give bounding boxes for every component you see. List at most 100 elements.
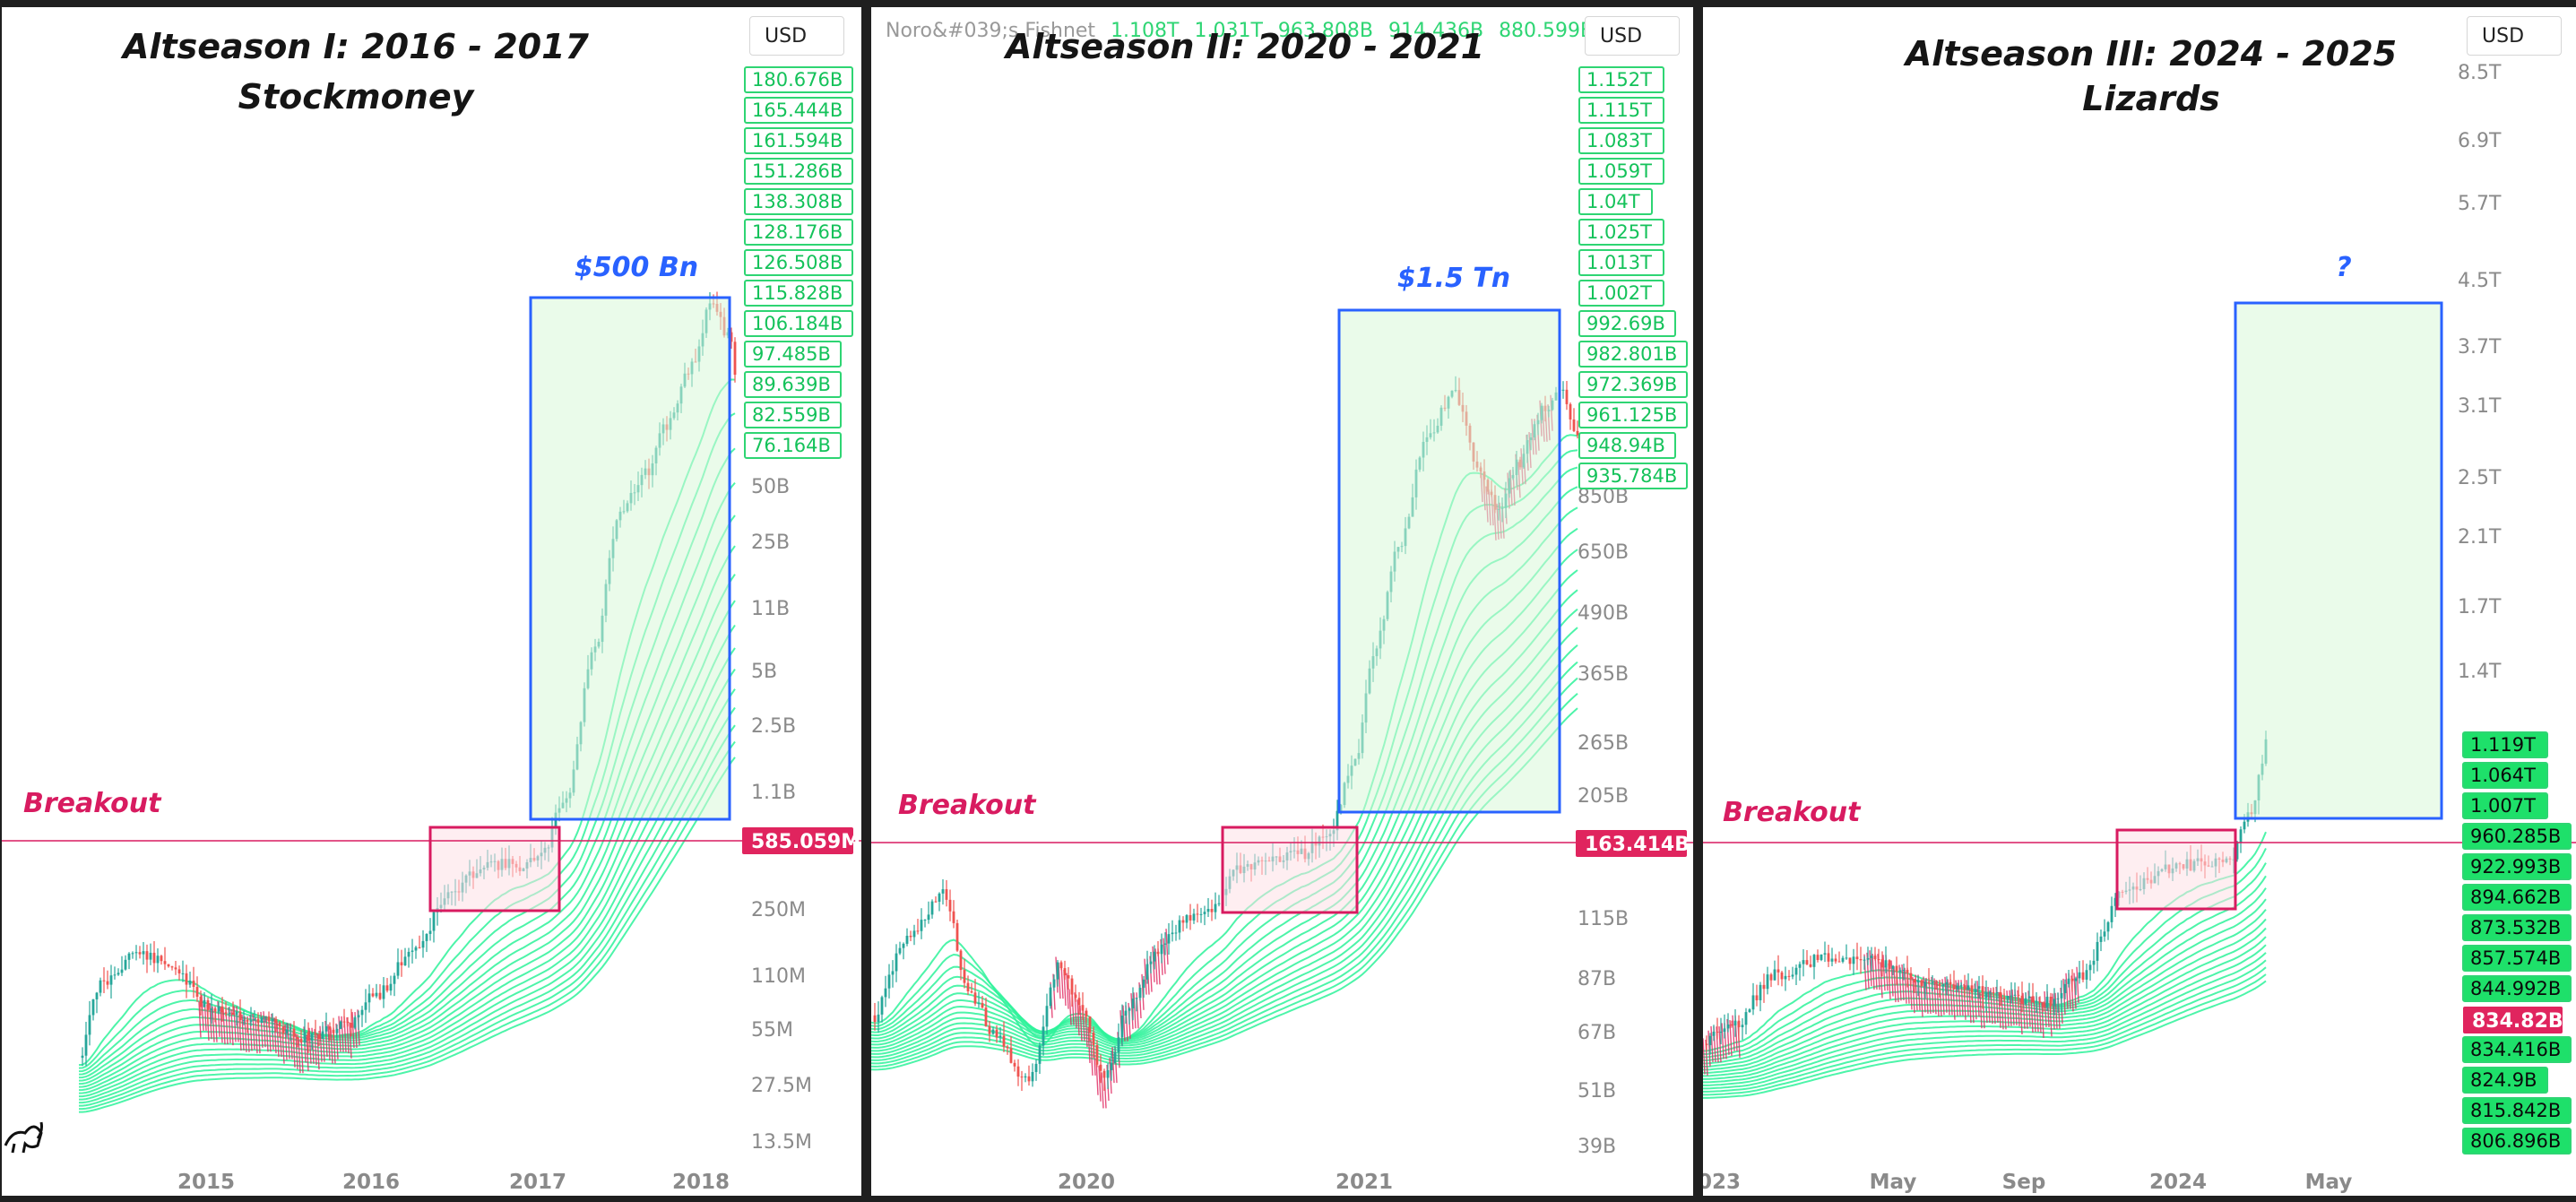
candle-body <box>432 912 436 931</box>
chart-canvas[interactable]: ? Breakout 8.5T 6.9T 5.7T 4.5T 3.7T 3.1T 2.5T 2.1… <box>1703 7 2576 1196</box>
ribbon-down-segment <box>1963 983 1967 1020</box>
ribbon-down-segment <box>212 1006 215 1042</box>
ribbon-value-label: 815.842B <box>2462 1097 2572 1124</box>
ribbon-down-segment <box>1912 977 1915 1014</box>
chart-canvas[interactable]: $1.5 Tn Breakout 850B 650B 490B 365B 265B 205B 1… <box>871 7 1693 1196</box>
candle-body <box>292 1028 296 1037</box>
candle-body <box>1092 1032 1095 1045</box>
ribbon-down-segment <box>1923 976 1926 1013</box>
candle-body <box>1128 1007 1131 1011</box>
candle-body <box>2020 995 2024 1004</box>
ribbon-value-text: 115.828B <box>752 282 843 304</box>
candle-body <box>959 950 963 971</box>
candle-body <box>1163 943 1167 945</box>
ribbon-down-segment <box>1933 978 1937 1015</box>
candle-body <box>346 1021 350 1024</box>
candle-body <box>955 922 959 951</box>
currency-button[interactable]: USD <box>749 16 844 56</box>
candle-body <box>1013 1062 1016 1067</box>
candle-body <box>1812 955 1816 967</box>
ribbon-down-segment <box>2041 1001 2044 1038</box>
candle-body <box>1102 1070 1106 1078</box>
indicator-value: 1.108T <box>1111 20 1180 42</box>
ma-line <box>1703 973 2267 1096</box>
ribbon-value-label: 1.152T <box>1578 66 1664 93</box>
candle-body <box>1995 991 1999 994</box>
ribbon-value-label: 128.176B <box>744 219 853 246</box>
ribbon-value-badge <box>744 219 853 246</box>
chart-canvas[interactable]: $500 Bn Breakout 1.1B 2.5B 5B 11B 25B 50B 250M 11… <box>2 7 861 1196</box>
ribbon-value-text: 106.184B <box>752 313 843 334</box>
ribbon-value-badge <box>2462 1036 2572 1063</box>
candle-body <box>407 951 411 957</box>
y-tick-label: 6.9T <box>2458 130 2502 152</box>
candle-body <box>2006 996 2010 999</box>
candle-body <box>1992 992 1995 994</box>
candle-body <box>1185 914 1189 923</box>
candle-body <box>1866 957 1870 960</box>
candle-body <box>970 990 973 993</box>
ribbon-down-segment <box>1130 993 1134 1030</box>
candle-body <box>1088 1016 1092 1033</box>
currency-button[interactable]: USD <box>2467 16 2562 56</box>
ribbon-down-segment <box>230 1009 234 1046</box>
y-tick-label: 25B <box>751 532 790 554</box>
candle-body <box>1949 981 1952 985</box>
currency-button[interactable]: USD <box>1585 16 1680 56</box>
ribbon-down-segment <box>233 1006 237 1042</box>
y-tick-label: 55M <box>751 1019 793 1042</box>
ribbon-value-text: 1.115T <box>1586 99 1652 121</box>
ribbon-down-segment <box>1976 981 1980 1017</box>
candle-body <box>177 969 181 973</box>
candle-body <box>1891 965 1895 969</box>
ribbon-down-segment <box>2030 996 2034 1033</box>
ribbon-value-text: 97.485B <box>752 343 831 365</box>
y-tick-label: 110M <box>751 965 806 988</box>
candle-body <box>2049 996 2053 1007</box>
ribbon-down-segment <box>2011 989 2015 1025</box>
ribbon-value-label: 824.9B <box>2462 1067 2548 1094</box>
ribbon-down-segment <box>351 1012 355 1049</box>
candle-body <box>1336 810 1339 831</box>
candle-body <box>930 901 934 915</box>
ribbon-value-text: 1.152T <box>1586 69 1652 91</box>
chart-panel-altseason-1: $500 Bn Breakout 1.1B 2.5B 5B 11B 25B 50B 250M 11… <box>2 7 861 1196</box>
ribbon-down-segment <box>1871 953 1875 990</box>
ribbon-value-label: 138.308B <box>744 188 853 215</box>
candle-body <box>1002 1035 1006 1047</box>
ribbon-value-text: 1.059T <box>1586 160 1652 182</box>
candle-body <box>1877 959 1880 961</box>
candle-body <box>1189 914 1192 921</box>
candle-body <box>941 889 945 894</box>
target-label: ? <box>2336 252 2351 283</box>
ribbon-down-segment <box>241 1014 245 1051</box>
ribbon-value-label: 1.064T <box>2462 762 2548 789</box>
ribbon-down-segment <box>222 1007 226 1044</box>
ribbon-value-label: 1.025T <box>1578 219 1664 246</box>
ribbon-down-segment <box>319 1025 323 1062</box>
candle-body <box>991 1029 995 1034</box>
candle-body <box>400 962 403 966</box>
ribbon-down-segment <box>2073 973 2077 1009</box>
candle-body <box>1067 975 1070 979</box>
ribbon-value-text: 1.04T <box>1586 191 1640 212</box>
candle-body <box>224 1012 228 1014</box>
candle-body <box>425 933 428 941</box>
candle-body <box>1888 960 1891 969</box>
candle-body <box>332 1029 335 1033</box>
ribbon-value-text: 165.444B <box>752 99 843 121</box>
ribbon-value-text: 161.594B <box>752 130 843 151</box>
candle-body <box>1145 964 1149 980</box>
candle-body <box>396 962 400 976</box>
candle-body <box>1156 951 1160 955</box>
ribbon-value-badge <box>744 341 842 368</box>
candle-body <box>880 997 884 1015</box>
candle-body <box>317 1034 321 1040</box>
candle-body <box>238 1011 242 1021</box>
candle-body <box>134 952 138 954</box>
ribbon-down-segment <box>1163 938 1166 974</box>
candle-body <box>2074 978 2078 981</box>
ribbon-value-badge <box>2462 823 2572 850</box>
x-tick-label: May <box>2305 1171 2353 1194</box>
candle-body <box>1956 985 1959 990</box>
